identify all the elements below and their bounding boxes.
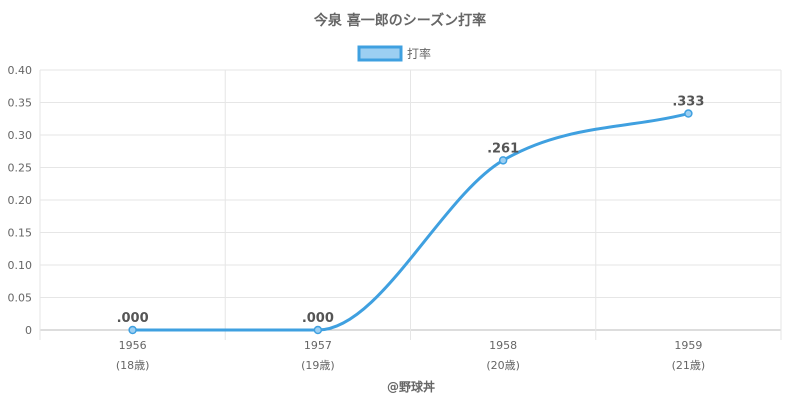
data-label: .000 bbox=[302, 311, 334, 326]
data-labels: .000 .000 .261 .333 bbox=[117, 95, 705, 326]
data-point[interactable] bbox=[313, 325, 323, 335]
x-axis: 1956 (18歳) 1957 (19歳) 1958 (20歳) 1959 (21歳) bbox=[116, 339, 705, 372]
y-tick-label: 0.20 bbox=[8, 194, 33, 207]
legend[interactable]: 打率 bbox=[357, 45, 431, 62]
grid bbox=[39, 69, 782, 340]
x-tick-label: 1956 bbox=[119, 339, 147, 352]
y-tick-label: 0.30 bbox=[8, 129, 33, 142]
y-tick-label: 0.35 bbox=[8, 97, 33, 110]
data-label: .261 bbox=[487, 141, 519, 156]
y-tick-label: 0.25 bbox=[8, 162, 33, 175]
data-point[interactable] bbox=[684, 109, 693, 118]
x-tick-label: 1959 bbox=[674, 339, 702, 352]
data-point[interactable] bbox=[128, 325, 137, 335]
x-tick-sublabel: (20歳) bbox=[486, 359, 520, 372]
series-batting-average bbox=[128, 109, 693, 335]
credit: @野球丼 bbox=[387, 379, 435, 394]
x-tick-label: 1957 bbox=[304, 339, 332, 352]
data-label: .333 bbox=[672, 95, 704, 110]
data-point[interactable] bbox=[498, 156, 508, 165]
data-label: .000 bbox=[117, 311, 149, 326]
series-line bbox=[132, 112, 689, 332]
y-tick-label: 0 bbox=[25, 324, 32, 337]
x-tick-label: 1958 bbox=[489, 339, 517, 352]
chart-title: 今泉 喜一郎のシーズン打率 bbox=[313, 12, 486, 29]
y-tick-label: 0.15 bbox=[8, 227, 33, 240]
x-tick-sublabel: (21歳) bbox=[672, 359, 706, 372]
x-tick-sublabel: (19歳) bbox=[301, 359, 335, 372]
legend-label: 打率 bbox=[407, 46, 431, 61]
y-tick-label: 0.40 bbox=[8, 64, 33, 77]
y-tick-label: 0.10 bbox=[8, 259, 33, 272]
legend-swatch bbox=[357, 45, 403, 62]
y-axis: 0 0.05 0.10 0.15 0.20 0.25 0.30 0.35 0.40 bbox=[8, 64, 33, 337]
x-tick-sublabel: (18歳) bbox=[116, 359, 150, 372]
y-tick-label: 0.05 bbox=[8, 292, 33, 305]
